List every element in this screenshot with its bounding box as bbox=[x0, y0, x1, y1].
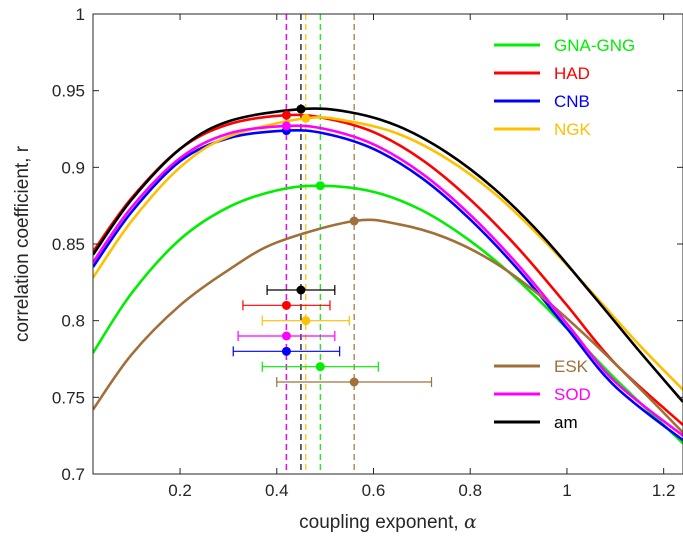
peak-point-am bbox=[296, 104, 306, 114]
x-tick-label: 1.2 bbox=[652, 481, 676, 500]
x-tick-label: 1 bbox=[562, 481, 571, 500]
legend-label-sod: SOD bbox=[554, 385, 591, 404]
curve-sod bbox=[93, 124, 683, 437]
y-tick-label: 0.95 bbox=[52, 82, 85, 101]
tick-marks bbox=[93, 13, 683, 475]
plot-area bbox=[93, 14, 683, 474]
peak-point-esk bbox=[349, 216, 359, 226]
series-curves bbox=[93, 107, 683, 445]
y-tick-label: 0.9 bbox=[61, 158, 85, 177]
peak-point-ngk bbox=[301, 113, 311, 123]
x-tick-label: 0.2 bbox=[168, 481, 192, 500]
y-tick-label: 0.8 bbox=[61, 312, 85, 331]
y-tick-label: 1 bbox=[76, 5, 85, 24]
peak-point-had bbox=[281, 110, 291, 120]
legend-label-am: am bbox=[554, 413, 578, 432]
legend-label-ngk: NGK bbox=[554, 120, 592, 139]
legend-label-gna-gng: GNA-GNG bbox=[554, 36, 635, 55]
y-tick-label: 0.75 bbox=[52, 388, 85, 407]
y-axis-title: correlation coefficient, r bbox=[12, 145, 33, 342]
y-tick-label: 0.85 bbox=[52, 235, 85, 254]
legend-bottom: ESK SOD am bbox=[494, 357, 591, 432]
x-tick-labels: 0.2 0.4 0.6 0.8 1 1.2 bbox=[168, 481, 675, 500]
curve-cnb bbox=[93, 128, 683, 442]
error-bars bbox=[232, 285, 433, 387]
legend-label-cnb: CNB bbox=[554, 92, 590, 111]
x-tick-label: 0.4 bbox=[265, 481, 289, 500]
estimate-point-cnb bbox=[281, 346, 291, 356]
legend-label-had: HAD bbox=[554, 64, 590, 83]
legend-label-esk: ESK bbox=[554, 357, 589, 376]
y-tick-label: 0.7 bbox=[61, 465, 85, 484]
estimate-point-sod bbox=[281, 331, 291, 341]
estimate-point-am bbox=[296, 285, 306, 295]
peak-points bbox=[281, 104, 359, 226]
estimate-point-esk bbox=[349, 377, 359, 387]
estimate-point-gna-gng bbox=[315, 362, 325, 372]
curve-esk bbox=[93, 218, 683, 434]
x-tick-label: 0.8 bbox=[458, 481, 482, 500]
peak-point-gna-gng bbox=[315, 181, 325, 191]
peak-point-sod bbox=[281, 121, 291, 131]
estimate-point-ngk bbox=[301, 316, 311, 326]
curve-am bbox=[93, 107, 683, 403]
legend-top: GNA-GNG HAD CNB NGK bbox=[494, 36, 635, 139]
estimate-point-had bbox=[281, 300, 291, 310]
x-tick-label: 0.6 bbox=[362, 481, 386, 500]
x-axis-title: coupling exponent, α bbox=[299, 511, 477, 533]
y-tick-labels: 0.7 0.75 0.8 0.85 0.9 0.95 1 bbox=[52, 5, 85, 484]
optimum-markers bbox=[285, 14, 355, 474]
